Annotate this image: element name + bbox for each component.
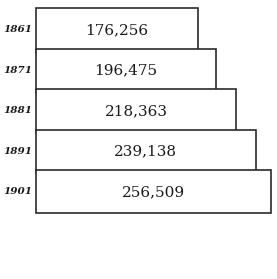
Text: 1861: 1861 (4, 25, 33, 35)
Bar (36, 130, 255, 173)
Text: 1901: 1901 (4, 187, 33, 196)
Text: 1871: 1871 (4, 66, 33, 75)
Text: 239,138: 239,138 (114, 144, 177, 158)
Text: 218,363: 218,363 (105, 104, 168, 118)
Text: 176,256: 176,256 (85, 23, 148, 37)
Text: 1881: 1881 (4, 106, 33, 116)
Bar (36, 170, 271, 213)
Bar (36, 8, 198, 52)
Bar (36, 49, 216, 92)
Text: 1891: 1891 (4, 147, 33, 156)
Text: 196,475: 196,475 (95, 63, 158, 78)
Text: 256,509: 256,509 (122, 185, 185, 199)
Bar (36, 89, 237, 133)
